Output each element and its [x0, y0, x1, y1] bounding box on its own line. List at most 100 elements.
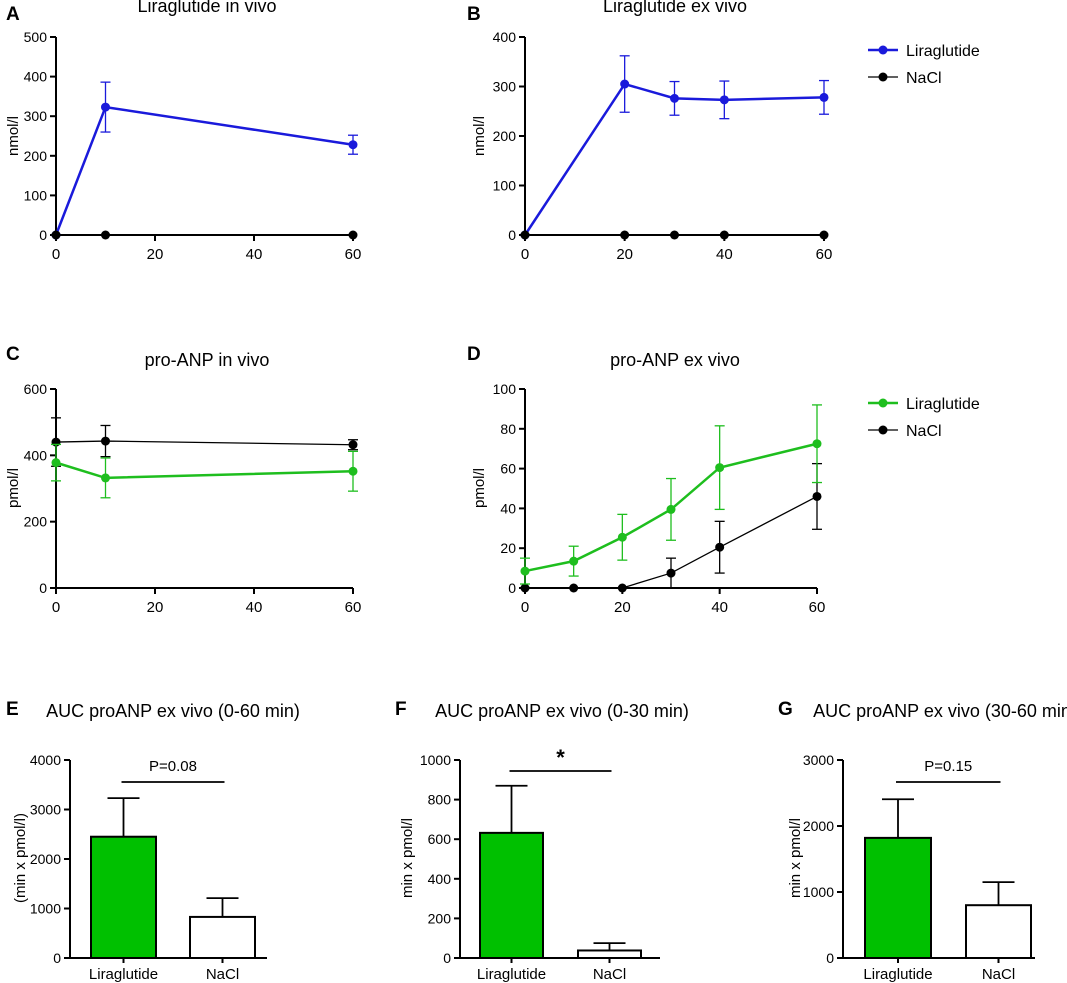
- bar-liraglutide: [90, 835, 157, 959]
- series-liraglutide: [520, 404, 822, 585]
- y-tick-label: 400: [493, 29, 517, 45]
- y-tick-label: 4000: [30, 752, 61, 768]
- y-tick-label: 0: [443, 950, 451, 966]
- x-tick-label: NaCl: [593, 966, 626, 983]
- y-tick-label: 400: [428, 871, 452, 887]
- significance-label: *: [556, 745, 565, 770]
- bar-liraglutide: [479, 831, 544, 960]
- legend-label: Liraglutide: [906, 396, 980, 413]
- data-point: [670, 230, 679, 240]
- y-tick-label: 0: [826, 950, 834, 966]
- y-axis-label: nmol/l: [471, 116, 488, 156]
- x-tick-label: NaCl: [982, 966, 1015, 983]
- data-point: [719, 95, 729, 105]
- panel-label: C: [6, 344, 20, 365]
- y-tick-label: 200: [493, 128, 517, 144]
- y-tick-label: 0: [39, 227, 47, 243]
- bar-nacl: [577, 949, 642, 960]
- series-liraglutide: [51, 81, 358, 240]
- x-tick-label: 60: [809, 599, 826, 616]
- y-axis-label: min x pmol/l: [399, 818, 416, 898]
- bar-nacl: [189, 915, 256, 959]
- legend-label: NaCl: [906, 423, 942, 440]
- y-axis-label: pmol/l: [471, 468, 488, 508]
- data-point: [101, 102, 110, 112]
- data-point: [520, 230, 530, 240]
- x-tick-label: 0: [521, 599, 529, 616]
- data-point: [520, 583, 530, 593]
- y-tick-label: 1000: [420, 752, 451, 768]
- legend-marker: [878, 425, 888, 435]
- y-tick-label: 100: [493, 178, 517, 194]
- x-tick-label: 20: [616, 246, 633, 263]
- y-tick-label: 300: [493, 79, 517, 95]
- data-point: [520, 566, 530, 576]
- data-point: [101, 230, 110, 240]
- y-tick-label: 0: [39, 580, 47, 596]
- series-line: [55, 461, 354, 480]
- y-tick-label: 0: [53, 950, 61, 966]
- significance-label: P=0.08: [149, 758, 197, 775]
- chart-title: AUC proANP ex vivo (30-60 min): [813, 701, 1067, 721]
- panel-label: A: [6, 4, 20, 25]
- x-tick-label: 60: [816, 246, 833, 263]
- x-tick-label: 40: [711, 599, 728, 616]
- bar-nacl: [965, 904, 1032, 960]
- y-axis-label: (min x pmol/l): [12, 813, 29, 903]
- series-line: [524, 442, 818, 573]
- y-tick-label: 2000: [30, 851, 61, 867]
- y-tick-label: 300: [24, 108, 48, 124]
- chart-title: AUC proANP ex vivo (0-60 min): [46, 701, 300, 721]
- series-nacl: [51, 417, 358, 467]
- x-tick-label: 20: [614, 599, 631, 616]
- y-tick-label: 200: [24, 148, 48, 164]
- y-tick-label: 0: [508, 580, 516, 596]
- legend-marker: [878, 45, 888, 55]
- chart-title: pro-ANP in vivo: [145, 350, 270, 370]
- data-point: [666, 504, 676, 514]
- x-tick-label: 0: [521, 246, 529, 263]
- x-tick-label: 20: [147, 246, 164, 263]
- y-tick-label: 200: [428, 910, 452, 926]
- y-tick-label: 20: [500, 540, 516, 556]
- y-tick-label: 400: [24, 447, 48, 463]
- chart-panel-E: E AUC proANP ex vivo (0-60 min) (min x pmo…: [6, 699, 300, 983]
- panel-label: E: [6, 699, 19, 720]
- data-point: [719, 230, 729, 240]
- y-axis-label: min x pmol/l: [787, 818, 804, 898]
- y-tick-label: 1000: [803, 884, 834, 900]
- data-point: [569, 583, 579, 593]
- x-tick-label: 0: [52, 599, 60, 616]
- data-point: [617, 583, 627, 593]
- chart-title: Liraglutide ex vivo: [603, 0, 747, 16]
- data-point: [51, 230, 61, 240]
- legend-marker: [878, 72, 888, 82]
- legend: Liraglutide NaCl: [868, 396, 980, 440]
- data-point: [569, 556, 579, 566]
- data-point: [348, 466, 358, 476]
- chart-panel-B: B Liraglutide ex vivo nmol/l 0 100 200 300 400 0…: [467, 0, 980, 263]
- x-tick-label: 40: [246, 599, 263, 616]
- series-liraglutide: [520, 55, 829, 240]
- chart-title: AUC proANP ex vivo (0-30 min): [435, 701, 689, 721]
- series-line: [525, 495, 818, 589]
- panel-label: G: [778, 699, 793, 720]
- data-point: [670, 93, 679, 103]
- data-point: [101, 436, 110, 446]
- series-nacl: [520, 230, 829, 240]
- y-axis-label: pmol/l: [5, 468, 22, 508]
- y-tick-label: 600: [24, 381, 48, 397]
- legend-label: NaCl: [906, 70, 942, 87]
- series-nacl: [51, 230, 358, 240]
- data-point: [819, 92, 829, 102]
- x-tick-label: 40: [246, 246, 263, 263]
- x-tick-label: 0: [52, 246, 60, 263]
- series-line: [54, 105, 354, 236]
- legend-marker: [878, 398, 888, 408]
- y-tick-label: 3000: [803, 752, 834, 768]
- y-tick-label: 600: [428, 831, 452, 847]
- data-point: [620, 79, 630, 89]
